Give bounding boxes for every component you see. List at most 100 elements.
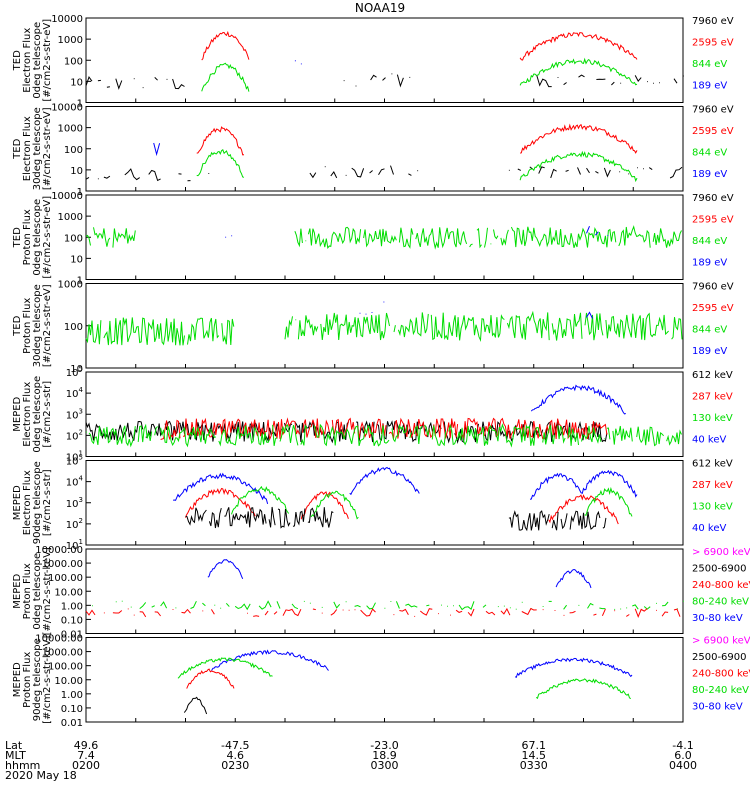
series-line bbox=[370, 74, 377, 81]
legend-entry: > 6900 keV bbox=[692, 547, 750, 558]
footer-row-label: hhmm bbox=[5, 759, 40, 772]
y-tick-label: 1000.00 bbox=[42, 648, 83, 659]
series-line bbox=[399, 608, 409, 615]
series-line bbox=[307, 507, 334, 528]
series-line bbox=[186, 668, 235, 689]
series-line bbox=[584, 486, 633, 517]
series-line bbox=[253, 615, 260, 617]
series-line bbox=[333, 601, 341, 609]
series-line bbox=[376, 420, 442, 443]
series-line bbox=[183, 696, 208, 715]
series-line bbox=[567, 427, 579, 446]
series-line bbox=[201, 30, 250, 61]
y-tick-label: 10 bbox=[70, 166, 83, 177]
series-line bbox=[448, 423, 541, 448]
series-line bbox=[458, 601, 475, 611]
legend-entry: 130 keV bbox=[692, 413, 733, 424]
panel-8: 10000.00 1000.00 100.00 10.00 1.00 0.10 0.01 ME… bbox=[12, 634, 750, 730]
series-2 bbox=[201, 30, 638, 61]
legend-entry: 80-240 keV bbox=[692, 597, 749, 608]
legend-entry: 844 eV bbox=[692, 325, 727, 336]
legend-entry: 30-80 keV bbox=[692, 613, 743, 624]
y-tick-label: 100.00 bbox=[48, 573, 83, 584]
series-line bbox=[555, 569, 592, 589]
series-line bbox=[391, 423, 408, 443]
series-line bbox=[611, 81, 615, 86]
series-line bbox=[514, 657, 633, 679]
footer-row-label: Lat bbox=[5, 739, 23, 752]
series-1 bbox=[85, 73, 684, 90]
series-line bbox=[671, 317, 683, 340]
series-line bbox=[519, 57, 638, 86]
series-line bbox=[563, 604, 568, 610]
footer-value: -47.5 bbox=[221, 739, 249, 752]
series-line bbox=[291, 603, 299, 610]
y-tick-label: 0.01 bbox=[61, 630, 83, 641]
series-line bbox=[467, 608, 475, 617]
series-2 bbox=[196, 123, 638, 156]
series-line bbox=[300, 424, 308, 446]
series-line bbox=[469, 243, 473, 248]
series-3 bbox=[201, 57, 638, 92]
legend-entry: 240-800 keV bbox=[692, 669, 750, 680]
series-line bbox=[273, 611, 278, 615]
series-line bbox=[202, 602, 206, 607]
y-tick-label: 1000 bbox=[58, 212, 83, 223]
series-line bbox=[312, 608, 316, 611]
series-line bbox=[208, 507, 222, 529]
y-tick-label: 10 bbox=[70, 364, 83, 375]
panel-4: 1000 100 10 TEDProton Flux30deg telescope[#… bbox=[12, 280, 734, 376]
footer-value: 4.6 bbox=[227, 749, 245, 762]
legend-entry: 240-800 keV bbox=[692, 580, 750, 591]
y-tick-label: 10000.00 bbox=[35, 545, 83, 556]
series-line bbox=[595, 170, 599, 174]
series-line bbox=[419, 608, 433, 616]
legend-entry: 2595 eV bbox=[692, 303, 734, 314]
series-line bbox=[481, 420, 544, 442]
series-line bbox=[508, 510, 550, 532]
series-line bbox=[279, 424, 299, 446]
series-line bbox=[103, 317, 185, 346]
series-line bbox=[351, 167, 365, 178]
y-axis-label: MEPEDElectron Flux0deg telescope[#/cm2-s… bbox=[12, 376, 53, 453]
legend-entry: 2595 eV bbox=[692, 38, 734, 49]
series-line bbox=[182, 417, 300, 440]
series-line bbox=[398, 227, 414, 249]
y-tick-label: 103 bbox=[66, 496, 83, 510]
y-tick-label: 100.00 bbox=[48, 662, 83, 673]
y-axis-label: TEDElectron Flux30deg telescope[#/cm2-s-… bbox=[12, 107, 53, 190]
series-line bbox=[85, 176, 90, 180]
series-line bbox=[586, 226, 590, 234]
series-line bbox=[581, 425, 602, 444]
legend-entry: 40 keV bbox=[692, 435, 726, 446]
series-line bbox=[160, 601, 168, 609]
series-line bbox=[153, 142, 161, 157]
panel-frame bbox=[85, 460, 684, 546]
series-line bbox=[542, 425, 556, 445]
y-tick-label: 10000.00 bbox=[35, 634, 83, 645]
series-line bbox=[154, 611, 161, 617]
y-tick-label: 1000.00 bbox=[42, 559, 83, 570]
series-line bbox=[519, 32, 638, 61]
series-1 bbox=[85, 225, 682, 250]
series-line bbox=[673, 608, 681, 617]
series-line bbox=[586, 311, 593, 319]
legend-entry: 7960 eV bbox=[692, 193, 734, 204]
y-tick-label: 102 bbox=[66, 428, 83, 442]
series-line bbox=[606, 427, 611, 440]
legend-entry: 2595 eV bbox=[692, 126, 734, 137]
series-line bbox=[145, 423, 163, 439]
series-line bbox=[93, 227, 111, 247]
series-line bbox=[405, 603, 418, 608]
y-tick-label: 104 bbox=[66, 475, 84, 489]
y-tick-label: 0.01 bbox=[61, 718, 83, 729]
footer-value: 0200 bbox=[72, 759, 100, 772]
series-line bbox=[455, 609, 463, 613]
legend-entry: 844 eV bbox=[692, 59, 727, 70]
series-line bbox=[652, 228, 682, 248]
y-tick-label: 0.10 bbox=[61, 704, 83, 715]
y-tick-label: 1.00 bbox=[61, 690, 83, 701]
y-tick-label: 10 bbox=[70, 254, 83, 265]
